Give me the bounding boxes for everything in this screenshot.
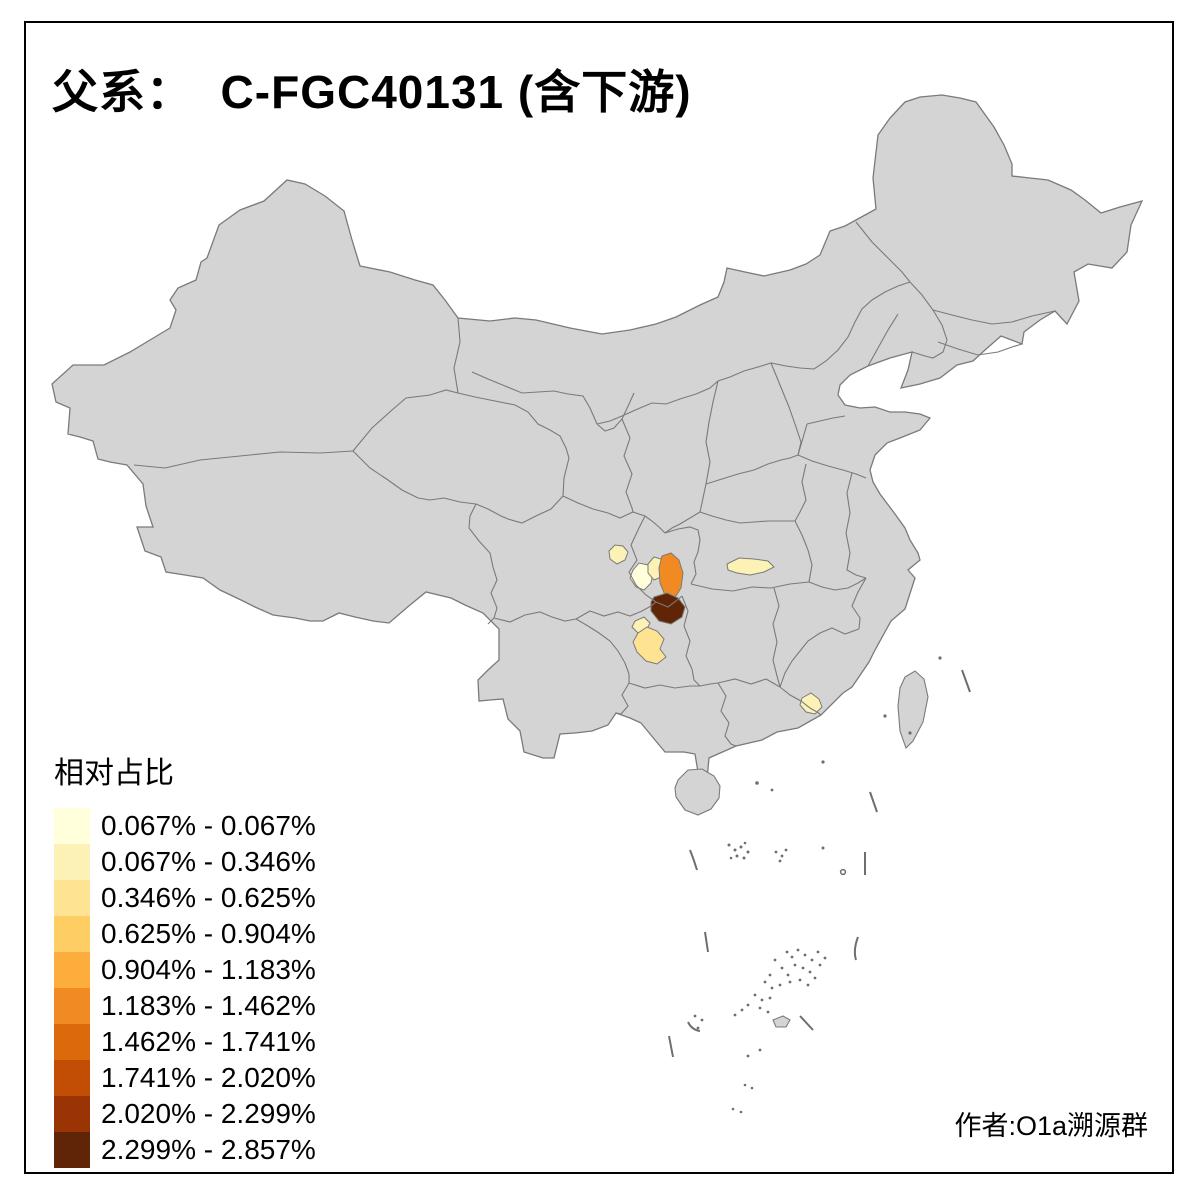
legend-swatch (54, 808, 90, 844)
legend-row: 0.904% - 1.183% (54, 952, 316, 988)
legend-label: 0.067% - 0.346% (101, 846, 316, 877)
legend-label: 0.625% - 0.904% (101, 918, 316, 949)
legend-swatch (54, 1096, 90, 1132)
legend-row: 1.183% - 1.462% (54, 988, 316, 1024)
taiwan-island (897, 670, 929, 750)
legend-swatch (54, 916, 90, 952)
legend-title: 相对占比 (54, 757, 174, 790)
legend-label: 1.741% - 2.020% (101, 1062, 316, 1093)
highlight-region-8 (726, 557, 775, 576)
province-borders (133, 221, 1056, 747)
legend-row: 1.462% - 1.741% (54, 1024, 316, 1060)
legend-label: 1.462% - 1.741% (101, 1026, 316, 1057)
legend-label: 0.067% - 0.067% (101, 810, 316, 841)
plot-frame (24, 21, 1174, 1174)
legend-row: 2.020% - 2.299% (54, 1096, 316, 1132)
legend-label: 0.904% - 1.183% (101, 954, 316, 985)
highlight-region-4 (658, 552, 684, 600)
highlight-region-7 (632, 626, 667, 665)
highlight-region-3 (608, 544, 629, 565)
highlight-region-1 (629, 562, 654, 591)
sea-islets (668, 656, 971, 1114)
legend-swatch (54, 1024, 90, 1060)
legend-label: 1.183% - 1.462% (101, 990, 316, 1021)
legend: 相对占比 0.067% - 0.067% 0.067% - 0.346% 0.3… (54, 748, 316, 1168)
legend-swatch (54, 844, 90, 880)
legend-row: 0.625% - 0.904% (54, 916, 316, 952)
author-credit: 作者:O1a溯源群 (954, 1111, 1148, 1141)
legend-row: 1.741% - 2.020% (54, 1060, 316, 1096)
legend-swatch (54, 952, 90, 988)
legend-row: 0.067% - 0.067% (54, 808, 316, 844)
legend-row: 2.299% - 2.857% (54, 1132, 316, 1168)
highlight-region-9 (799, 692, 823, 715)
legend-swatch (54, 880, 90, 916)
legend-swatch (54, 1060, 90, 1096)
legend-row: 0.346% - 0.625% (54, 880, 316, 916)
legend-swatch (54, 988, 90, 1024)
map-title: 父系： C-FGC40131 (含下游) (52, 66, 692, 118)
legend-entries: 0.067% - 0.067% 0.067% - 0.346% 0.346% -… (54, 808, 316, 1168)
legend-label: 2.020% - 2.299% (101, 1098, 316, 1129)
china-mainland (51, 94, 1144, 781)
legend-row: 0.067% - 0.346% (54, 844, 316, 880)
legend-label: 2.299% - 2.857% (101, 1134, 316, 1165)
highlighted-regions (608, 544, 823, 715)
hainan-island (674, 768, 721, 816)
legend-swatch (54, 1132, 90, 1168)
legend-label: 0.346% - 0.625% (101, 882, 316, 913)
